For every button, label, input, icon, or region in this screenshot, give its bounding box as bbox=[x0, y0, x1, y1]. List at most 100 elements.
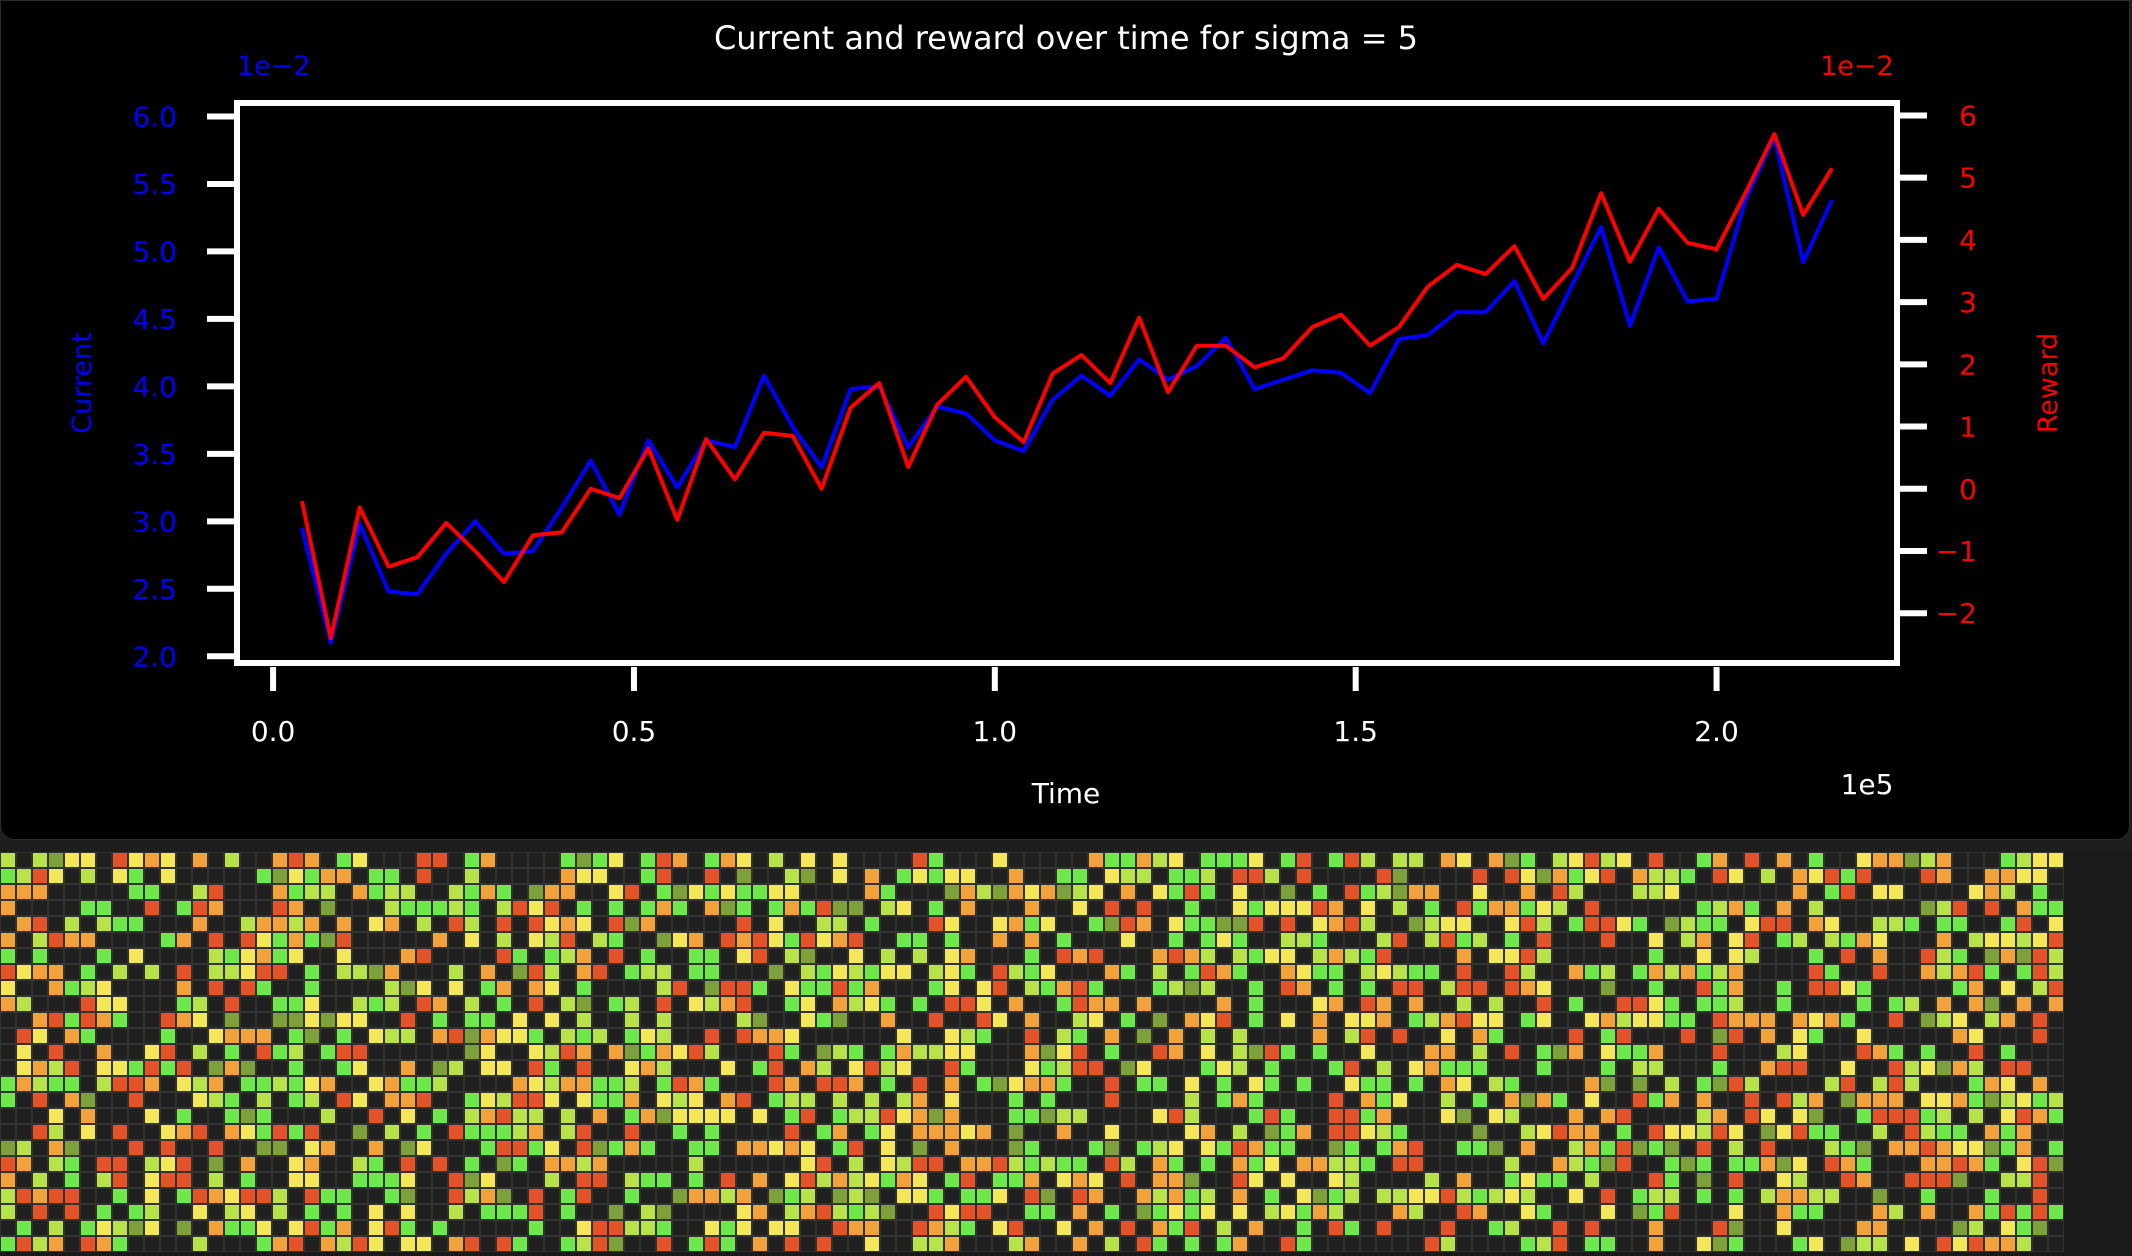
grid-cell bbox=[464, 1028, 480, 1044]
grid-cell bbox=[848, 1108, 864, 1124]
grid-cell bbox=[1600, 1188, 1616, 1204]
grid-cell bbox=[768, 1108, 784, 1124]
grid-cell bbox=[512, 1076, 528, 1092]
grid-cell bbox=[800, 980, 816, 996]
grid-cell bbox=[192, 1076, 208, 1092]
grid-cell bbox=[528, 884, 544, 900]
grid-cell bbox=[160, 964, 176, 980]
grid-cell bbox=[1024, 1188, 1040, 1204]
grid-cell bbox=[1648, 852, 1664, 868]
grid-cell bbox=[1184, 932, 1200, 948]
grid-cell bbox=[16, 1092, 32, 1108]
grid-cell bbox=[32, 1204, 48, 1220]
grid-cell bbox=[608, 996, 624, 1012]
grid-cell bbox=[1456, 1156, 1472, 1172]
grid-cell bbox=[96, 1156, 112, 1172]
grid-cell bbox=[448, 996, 464, 1012]
grid-cell bbox=[1344, 1172, 1360, 1188]
grid-cell bbox=[144, 1124, 160, 1140]
grid-cell bbox=[992, 1092, 1008, 1108]
grid-cell bbox=[1696, 1188, 1712, 1204]
grid-cell bbox=[1520, 964, 1536, 980]
grid-cell bbox=[496, 1124, 512, 1140]
grid-cell bbox=[720, 1204, 736, 1220]
grid-cell bbox=[736, 964, 752, 980]
grid-cell bbox=[1456, 1092, 1472, 1108]
grid-cell bbox=[1552, 1236, 1568, 1252]
grid-cell bbox=[1056, 948, 1072, 964]
grid-cell bbox=[1792, 1204, 1808, 1220]
grid-cell bbox=[1824, 996, 1840, 1012]
grid-cell bbox=[1536, 868, 1552, 884]
grid-cell bbox=[368, 884, 384, 900]
grid-cell bbox=[720, 852, 736, 868]
grid-cell bbox=[336, 1188, 352, 1204]
grid-cell bbox=[1664, 980, 1680, 996]
grid-cell bbox=[832, 980, 848, 996]
grid-cell bbox=[336, 980, 352, 996]
grid-cell bbox=[1808, 1156, 1824, 1172]
grid-cell bbox=[336, 900, 352, 916]
grid-cell bbox=[224, 980, 240, 996]
grid-cell bbox=[1888, 1012, 1904, 1028]
grid-cell bbox=[432, 1156, 448, 1172]
grid-cell bbox=[1008, 1204, 1024, 1220]
grid-cell bbox=[640, 964, 656, 980]
grid-cell bbox=[624, 932, 640, 948]
grid-cell bbox=[1680, 980, 1696, 996]
grid-cell bbox=[160, 1220, 176, 1236]
grid-cell bbox=[1760, 980, 1776, 996]
grid-cell bbox=[1216, 884, 1232, 900]
grid-cell bbox=[1232, 1028, 1248, 1044]
grid-cell bbox=[896, 1188, 912, 1204]
grid-cell bbox=[896, 1092, 912, 1108]
grid-cell bbox=[704, 1204, 720, 1220]
grid-cell bbox=[1552, 932, 1568, 948]
grid-cell bbox=[1568, 1188, 1584, 1204]
grid-cell bbox=[976, 1140, 992, 1156]
grid-cell bbox=[640, 948, 656, 964]
grid-cell bbox=[1088, 1156, 1104, 1172]
grid-cell bbox=[0, 1092, 16, 1108]
grid-cell bbox=[112, 884, 128, 900]
grid-cell bbox=[928, 1156, 944, 1172]
grid-cell bbox=[688, 1220, 704, 1236]
grid-cell bbox=[1984, 916, 2000, 932]
grid-cell bbox=[336, 916, 352, 932]
grid-cell bbox=[1360, 964, 1376, 980]
grid-cell bbox=[592, 1028, 608, 1044]
grid-cell bbox=[928, 996, 944, 1012]
grid-cell bbox=[144, 932, 160, 948]
grid-cell bbox=[1008, 884, 1024, 900]
grid-cell bbox=[1360, 868, 1376, 884]
grid-cell bbox=[32, 1092, 48, 1108]
grid-cell bbox=[224, 1044, 240, 1060]
grid-cell bbox=[1120, 1060, 1136, 1076]
grid-cell bbox=[1936, 980, 1952, 996]
grid-cell bbox=[480, 852, 496, 868]
grid-cell bbox=[704, 996, 720, 1012]
grid-cell bbox=[928, 948, 944, 964]
grid-cell bbox=[16, 1140, 32, 1156]
grid-cell bbox=[80, 1092, 96, 1108]
grid-cell bbox=[1696, 932, 1712, 948]
grid-cell bbox=[288, 1044, 304, 1060]
grid-cell bbox=[32, 868, 48, 884]
grid-cell bbox=[1040, 1204, 1056, 1220]
grid-cell bbox=[1392, 1092, 1408, 1108]
grid-cell bbox=[0, 948, 16, 964]
grid-cell bbox=[1456, 1028, 1472, 1044]
grid-cell bbox=[800, 1204, 816, 1220]
grid-cell bbox=[1696, 964, 1712, 980]
grid-cell bbox=[1360, 1156, 1376, 1172]
grid-cell bbox=[512, 900, 528, 916]
grid-cell bbox=[560, 1028, 576, 1044]
grid-cell bbox=[912, 900, 928, 916]
grid-cell bbox=[1168, 1108, 1184, 1124]
grid-cell bbox=[1584, 1108, 1600, 1124]
grid-cell bbox=[1344, 980, 1360, 996]
grid-cell bbox=[1904, 884, 1920, 900]
grid-cell bbox=[464, 980, 480, 996]
grid-cell bbox=[1488, 932, 1504, 948]
grid-cell bbox=[0, 1028, 16, 1044]
